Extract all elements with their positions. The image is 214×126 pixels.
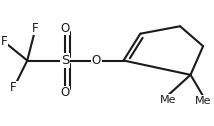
Text: F: F	[1, 35, 7, 48]
Text: O: O	[60, 86, 70, 99]
Text: Me: Me	[160, 95, 177, 105]
Text: F: F	[32, 22, 39, 35]
Text: F: F	[10, 81, 17, 94]
Text: Me: Me	[195, 96, 211, 106]
Text: O: O	[92, 54, 101, 67]
Text: S: S	[61, 54, 69, 67]
Text: O: O	[60, 22, 70, 35]
